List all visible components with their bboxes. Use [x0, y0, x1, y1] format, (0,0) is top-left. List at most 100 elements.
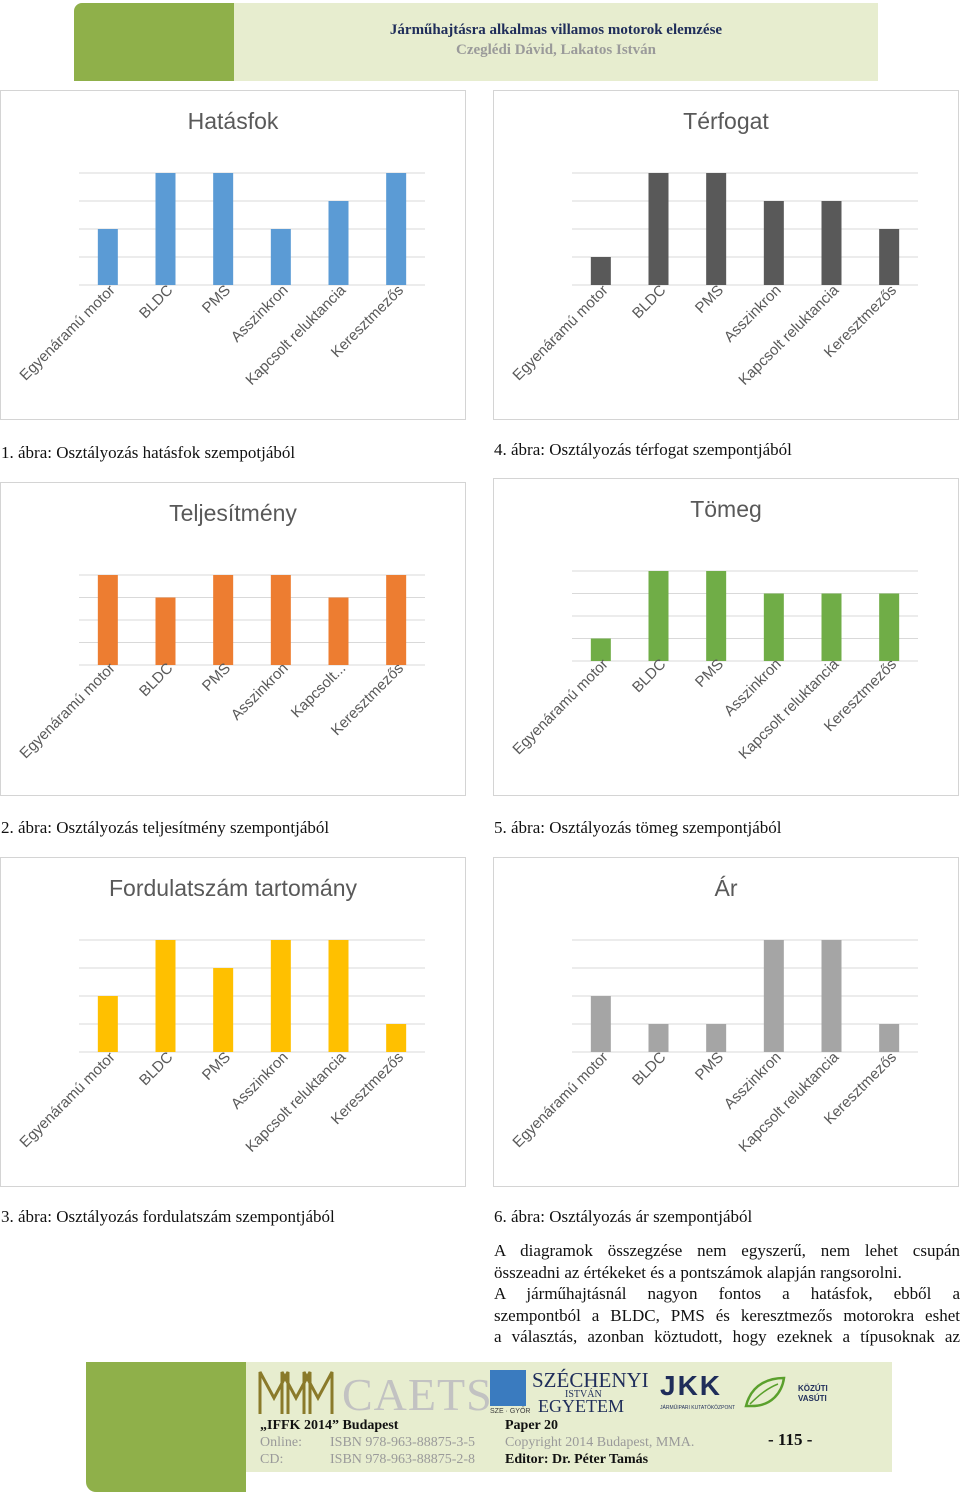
- bar-pms: [706, 1024, 727, 1052]
- bar-egyen-ram-motor: [97, 229, 118, 285]
- chart-title: Fordulatszám tartomány: [109, 875, 357, 901]
- szechenyi-line1: SZÉCHENYI: [532, 1368, 649, 1392]
- chart-teljesitmeny: Teljesítmény Egyenáramú motor BLDC PMS Asszi…: [0, 482, 466, 796]
- bar-keresztmez-s: [386, 173, 407, 285]
- bar-keresztmez-s: [879, 1024, 900, 1052]
- x-tick-label: Kapcsolt reluktancia: [242, 1048, 349, 1155]
- leaf-icon: [744, 1376, 786, 1408]
- x-tick-label: Kapcsolt reluktancia: [735, 655, 842, 762]
- bar-bldc: [155, 173, 176, 285]
- body-line: összeadni az értékeket és a pontszámok a…: [494, 1262, 902, 1282]
- caption-fig4: 4. ábra: Osztályozás térfogat szempontjá…: [494, 440, 792, 459]
- chart-fordulatszam: Fordulatszám tartomány Egyenáramú motor BL…: [0, 857, 466, 1187]
- x-tick-label: Kapcsolt reluktancia: [735, 1048, 842, 1155]
- cd-isbn: ISBN 978-963-88875-2-8: [330, 1452, 476, 1467]
- sze-logo-box: [490, 1370, 526, 1406]
- szechenyi-line3: EGYETEM: [538, 1396, 624, 1416]
- paper-number: Paper 20: [505, 1418, 559, 1433]
- bar-bldc: [155, 940, 176, 1052]
- bar-bldc: [648, 571, 669, 661]
- chart-title: Tömeg: [690, 496, 762, 522]
- footer-green-block: [86, 1362, 246, 1492]
- chart-title: Hatásfok: [188, 108, 279, 134]
- mma-logo: [258, 1371, 334, 1414]
- bar-keresztmez-s: [386, 1024, 407, 1052]
- chart-title: Térfogat: [683, 108, 769, 134]
- caption-fig2: 2. ábra: Osztályozás teljesítmény szempo…: [1, 818, 330, 837]
- kozuti-logo: KÖZÚTI VASÚTI: [798, 1384, 828, 1403]
- x-tick-label: Kapcsolt reluktancia: [242, 281, 349, 388]
- chart-ar: Ár Egyenáramú motor BLDC PMS Asszinkron Kapcs…: [493, 857, 959, 1187]
- paper-title: Járműhajtásra alkalmas villamos motorok …: [389, 22, 723, 38]
- x-tick-label: BLDC: [629, 282, 669, 322]
- page-number: - 115 -: [768, 1430, 813, 1449]
- bar-kapcsolt: [328, 597, 349, 665]
- header-green-block: [74, 3, 234, 81]
- x-tick-label: Egyenáramú motor: [16, 660, 118, 762]
- bar-egyen-ram-motor: [590, 996, 611, 1052]
- bar-keresztmez-s: [386, 575, 407, 665]
- x-tick-label: Egyenáramú motor: [16, 282, 118, 384]
- bar-bldc: [648, 1024, 669, 1052]
- bar-asszinkron: [763, 201, 784, 285]
- x-tick-label: Egyenáramú motor: [509, 282, 611, 384]
- chart-title: Teljesítmény: [169, 500, 297, 526]
- caption-fig1: 1. ábra: Osztályozás hatásfok szempotjáb…: [1, 443, 296, 462]
- bar-egyen-ram-motor: [590, 638, 611, 661]
- szechenyi-line2: ISTVÁN: [565, 1389, 602, 1400]
- bar-asszinkron: [763, 593, 784, 661]
- bar-kapcsolt-reluktancia: [821, 201, 842, 285]
- x-tick-label: Kapcsolt reluktancia: [735, 281, 842, 388]
- x-tick-label: BLDC: [136, 1049, 176, 1089]
- caption-fig6: 6. ábra: Osztályozás ár szempontjából: [494, 1207, 753, 1226]
- x-tick-label: Egyenáramú motor: [16, 1049, 118, 1151]
- body-line: a választás, azonban köztudott, hogy eze…: [494, 1327, 960, 1346]
- bar-egyen-ram-motor: [97, 575, 118, 665]
- bar-bldc: [648, 173, 669, 285]
- chart-tomeg: Tömeg Egyenáramú motor BLDC PMS Asszinkron Ka…: [493, 478, 959, 796]
- x-tick-label: Kapcsolt...: [288, 660, 350, 722]
- bar-pms: [213, 968, 234, 1052]
- x-tick-label: BLDC: [136, 660, 176, 700]
- x-tick-label: Egyenáramú motor: [509, 1049, 611, 1151]
- bar-pms: [706, 173, 727, 285]
- bar-asszinkron: [270, 229, 291, 285]
- body-line: A diagramok összegzése nem egyszerű, nem…: [494, 1241, 960, 1260]
- jkk-logo-sub: JÁRMŰIPARI KUTATÓKÖZPONT: [660, 1405, 736, 1411]
- bar-kapcsolt-reluktancia: [821, 940, 842, 1052]
- bar-egyen-ram-motor: [590, 257, 611, 285]
- editor: Editor: Dr. Péter Tamás: [505, 1452, 649, 1467]
- header-band: [234, 3, 878, 81]
- x-tick-label: PMS: [199, 282, 234, 317]
- sze-logo-caption: SZE · GYŐR: [490, 1408, 531, 1415]
- bar-kapcsolt-reluktancia: [328, 201, 349, 285]
- body-text: A diagramok összegzése nem egyszerű, nem…: [494, 1240, 960, 1348]
- online-label: Online:: [260, 1435, 302, 1450]
- bar-keresztmez-s: [879, 229, 900, 285]
- chart-hatasfok: Hatásfok Egyenáramú motor BLDC PMS Asszinkro…: [0, 90, 466, 420]
- x-tick-label: BLDC: [136, 282, 176, 322]
- online-isbn: ISBN 978-963-88875-3-5: [330, 1435, 476, 1450]
- caption-fig5: 5. ábra: Osztályozás tömeg szempontjából: [494, 818, 782, 837]
- chart-title: Ár: [715, 875, 738, 901]
- copyright: Copyright 2014 Budapest, MMA.: [505, 1435, 695, 1450]
- x-tick-label: PMS: [199, 1049, 234, 1084]
- x-tick-label: Asszinkron: [228, 660, 292, 724]
- bar-keresztmez-s: [879, 593, 900, 661]
- x-tick-label: PMS: [692, 282, 727, 317]
- bar-asszinkron: [763, 940, 784, 1052]
- x-tick-label: BLDC: [629, 1049, 669, 1089]
- bar-kapcsolt-reluktancia: [821, 593, 842, 661]
- bar-asszinkron: [270, 940, 291, 1052]
- caets-logo: CAETS: [342, 1369, 493, 1420]
- caption-fig3: 3. ábra: Osztályozás fordulatszám szempo…: [1, 1207, 335, 1226]
- bar-bldc: [155, 597, 176, 665]
- x-tick-label: PMS: [692, 1049, 727, 1084]
- bar-egyen-ram-motor: [97, 996, 118, 1052]
- body-line: A járműhajtásnál nagyon fontos a hatásfo…: [494, 1284, 960, 1303]
- bar-pms: [213, 173, 234, 285]
- body-line: szempontból a BLDC, PMS és keresztmezős …: [494, 1305, 960, 1325]
- x-tick-label: Egyenáramú motor: [509, 656, 611, 758]
- bar-pms: [706, 571, 727, 661]
- jkk-logo: JKK: [660, 1370, 723, 1401]
